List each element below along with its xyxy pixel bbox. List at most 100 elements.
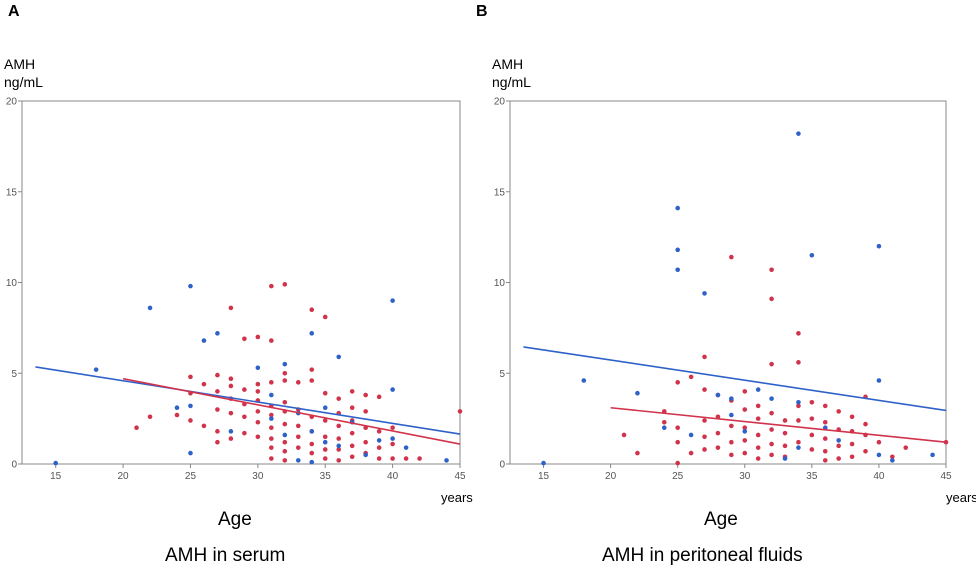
blue-data-point — [322, 439, 328, 445]
blue-data-point — [309, 459, 315, 465]
red-data-point — [282, 448, 288, 454]
red-data-point — [809, 432, 815, 438]
blue-data-point — [729, 396, 734, 401]
red-data-point — [809, 399, 815, 405]
red-data-point — [688, 374, 694, 380]
red-data-point — [742, 438, 748, 443]
red-data-point — [702, 447, 707, 452]
red-data-point — [242, 430, 247, 436]
red-data-point — [849, 441, 855, 447]
blue-data-point — [930, 452, 935, 458]
x-tick-label: 15 — [50, 471, 62, 482]
red-data-point — [755, 403, 761, 409]
red-data-point — [242, 414, 247, 420]
blue-data-point — [93, 367, 99, 372]
red-data-point — [295, 434, 301, 440]
blue-data-point — [188, 283, 193, 289]
red-data-point — [188, 374, 193, 380]
red-data-point — [390, 441, 395, 447]
red-data-point — [742, 450, 748, 456]
red-data-point — [255, 409, 261, 414]
red-data-point — [702, 387, 707, 392]
blue-data-point — [876, 243, 882, 249]
red-data-point — [782, 418, 788, 423]
blue-data-point — [295, 458, 301, 463]
scatter-plot-area: 0 5 10 15 20 15 20 25 30 35 40 45 — [494, 97, 952, 483]
y-tick-label: 0 — [11, 460, 17, 471]
blue-data-point — [215, 331, 220, 336]
blue-data-point — [635, 390, 640, 396]
red-data-point — [661, 419, 667, 425]
chart-caption: AMH in serum — [165, 545, 286, 566]
x-tick-label: 30 — [739, 471, 751, 482]
red-data-point — [282, 378, 288, 383]
blue-data-point — [876, 452, 882, 458]
x-axis-label: Age — [704, 509, 738, 530]
red-data-point — [702, 354, 707, 360]
red-data-point — [782, 430, 788, 436]
red-data-point — [215, 372, 220, 378]
plot-frame — [509, 100, 947, 465]
blue-data-point — [675, 247, 680, 253]
blue-data-point — [269, 392, 274, 398]
red-data-point — [675, 439, 680, 445]
blue-data-point — [688, 432, 694, 438]
red-data-point — [269, 412, 274, 418]
red-data-point — [215, 439, 220, 445]
red-data-point — [688, 450, 694, 456]
blue-data-point — [188, 403, 193, 409]
y-tick-label: 20 — [494, 97, 506, 108]
red-data-point — [295, 423, 301, 429]
blue-data-point — [822, 425, 828, 431]
x-axis-label: Age — [218, 509, 252, 530]
red-regression-line — [122, 377, 461, 445]
panel-label: A — [8, 3, 20, 20]
blue-data-point — [541, 460, 546, 466]
red-data-point — [742, 389, 748, 394]
blue-data-point — [702, 291, 707, 296]
red-data-point — [729, 452, 734, 458]
blue-regression-line — [35, 366, 461, 435]
blue-data-point — [742, 429, 748, 434]
red-data-point — [309, 367, 315, 372]
y-axis-label-line2: ng/mL — [4, 74, 43, 90]
red-data-point — [376, 456, 382, 461]
blue-data-point — [309, 331, 315, 336]
red-data-point — [349, 405, 355, 411]
blue-data-point — [53, 460, 58, 466]
red-data-point — [363, 439, 368, 445]
red-data-point — [849, 414, 855, 420]
red-data-point — [729, 254, 734, 260]
x-tick-label: 20 — [118, 471, 130, 482]
red-data-point — [269, 456, 274, 461]
scatter-plot-area: 0 5 10 15 20 15 20 25 30 35 40 45 — [6, 97, 466, 483]
blue-data-point — [269, 416, 274, 421]
y-axis-label-line1: AMH — [4, 56, 36, 72]
red-data-point — [403, 456, 409, 461]
blue-data-point — [255, 365, 261, 371]
red-data-point — [242, 336, 247, 342]
x-tick-label: 25 — [672, 471, 684, 482]
red-data-point — [769, 361, 774, 367]
red-data-point — [890, 454, 895, 460]
red-data-point — [322, 390, 328, 396]
x-tick-label: 45 — [940, 471, 952, 482]
y-axis-label-line2: ng/mL — [492, 74, 531, 90]
red-data-point — [755, 432, 761, 438]
red-data-point — [863, 421, 868, 427]
red-data-point — [134, 425, 139, 431]
red-data-point — [215, 407, 220, 412]
blue-data-point — [390, 298, 395, 303]
red-data-point — [390, 456, 395, 461]
red-data-point — [635, 450, 640, 456]
red-data-point — [336, 436, 342, 441]
x-tick-label: 35 — [320, 471, 332, 482]
red-data-point — [769, 452, 774, 458]
red-data-point — [228, 410, 234, 416]
red-data-point — [769, 427, 774, 432]
red-data-point — [255, 419, 261, 425]
red-data-point — [836, 409, 841, 414]
blue-data-point — [796, 445, 801, 450]
red-data-point — [309, 307, 315, 313]
red-data-point — [269, 425, 274, 431]
